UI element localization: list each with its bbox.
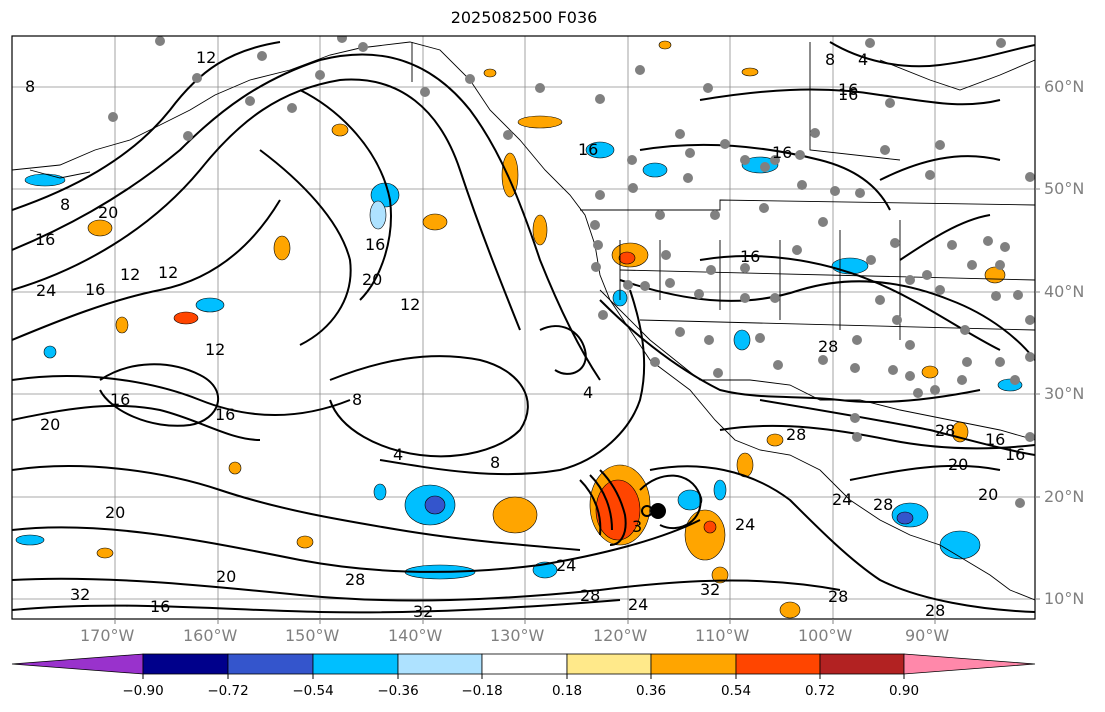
colorbar-bin [735,653,821,675]
contour-label: 20 [105,503,125,522]
contour-label: 16 [215,405,235,424]
contour-label: 28 [786,425,806,444]
lon-label: 170°W [80,626,135,645]
contour-label: 3 [632,517,642,536]
colorbar-bin [227,653,314,675]
contour-label: 4 [858,50,868,69]
contour-label: 32 [70,585,90,604]
contour-label: 8 [825,50,835,69]
colorbar-tick-label: 0.72 [804,683,836,699]
contour-label: 20 [362,270,382,289]
lat-label: 50°N [1044,179,1085,198]
colorbar-under-triangle [11,653,144,675]
contour-label: 28 [345,570,365,589]
lat-label: 40°N [1044,282,1085,301]
colorbar-tick-label: 0.18 [551,683,583,699]
colorbar [11,653,1036,675]
colorbar-bin [142,653,229,675]
contour-label: 16 [838,85,858,104]
contour-label: 4 [583,383,593,402]
contour-label: 16 [838,80,858,99]
lon-label: 150°W [285,626,340,645]
contour-label: 20 [216,567,236,586]
contour-label: 16 [110,390,130,409]
storm-center-icon [650,503,666,519]
contour-label: 28 [873,495,893,514]
colorbar-tick-label: 0.54 [720,683,752,699]
contour-label: 12 [400,295,420,314]
contour-label: 16 [150,597,170,616]
colorbar-tick-label: −0.90 [122,683,164,699]
lat-label: 10°N [1044,589,1085,608]
contour-label: 8 [352,390,362,409]
lon-label: 120°W [593,626,648,645]
contour-label: 24 [556,556,576,575]
colorbar-bin [481,653,568,675]
contour-label: 16 [740,247,760,266]
contour-label: 12 [158,263,178,282]
contour-label: 16 [35,230,55,249]
lon-label: 110°W [695,626,750,645]
colorbar-tick-label: −0.54 [292,683,334,699]
contour-label: 24 [36,281,56,300]
station-dots [108,36,1035,508]
contour-label: 16 [985,430,1005,449]
contour-label: 28 [580,586,600,605]
lon-label: 100°W [798,626,853,645]
colorbar-bin [397,653,483,675]
gridlines [12,36,1035,619]
contour-label: 12 [120,265,140,284]
contour-label: 28 [925,601,945,620]
contour-label: 12 [196,48,216,67]
colorbar-tick-label: 0.36 [635,683,667,699]
colorbar-over-triangle [903,653,1036,675]
contour-label: 28 [828,587,848,606]
lat-ticks [1035,86,1040,600]
contour-label: 16 [365,235,385,254]
contour-label: 16 [578,140,598,159]
colorbar-tick-label: −0.18 [461,683,503,699]
contour-label: 20 [40,415,60,434]
contour-label: 4 [393,445,403,464]
contour-label: 16 [85,280,105,299]
contour-label: 8 [490,453,500,472]
contour-label: 28 [818,337,838,356]
colorbar-bin [650,653,737,675]
lon-label: 140°W [388,626,443,645]
colorbar-bin [312,653,399,675]
contour-labels: 12 8 8 16 20 16 24 12 16 12 16 20 12 16 … [25,48,1025,621]
map-title: 2025082500 F036 [450,8,598,27]
lon-label: 90°W [905,626,950,645]
colorbar-tick-label: −0.36 [377,683,419,699]
colorbar-tick-label: −0.72 [207,683,249,699]
contour-label: 12 [205,340,225,359]
contour-label: 8 [25,77,35,96]
contour-label: 24 [832,490,852,509]
map-frame [11,35,1036,620]
contour-lines [12,41,1035,614]
contour-label: 8 [60,195,70,214]
contour-label: 20 [98,203,118,222]
contour-label: 28 [935,421,955,440]
colorbar-bin [566,653,652,675]
lon-ticks [114,619,936,624]
lon-label: 130°W [490,626,545,645]
contour-label: 16 [1005,445,1025,464]
contour-label: 20 [978,485,998,504]
lat-label: 60°N [1044,77,1085,96]
colorbar-tick-label: 0.90 [888,683,920,699]
contour-label: 32 [700,580,720,599]
lat-label: 20°N [1044,487,1085,506]
contour-label: 24 [628,595,648,614]
contour-label: 16 [772,143,792,162]
contour-label: 24 [735,515,755,534]
lat-label: 30°N [1044,384,1085,403]
contour-label: 20 [948,455,968,474]
lon-label: 160°W [183,626,238,645]
colorbar-bin [819,653,905,675]
contour-label: 32 [413,602,433,621]
